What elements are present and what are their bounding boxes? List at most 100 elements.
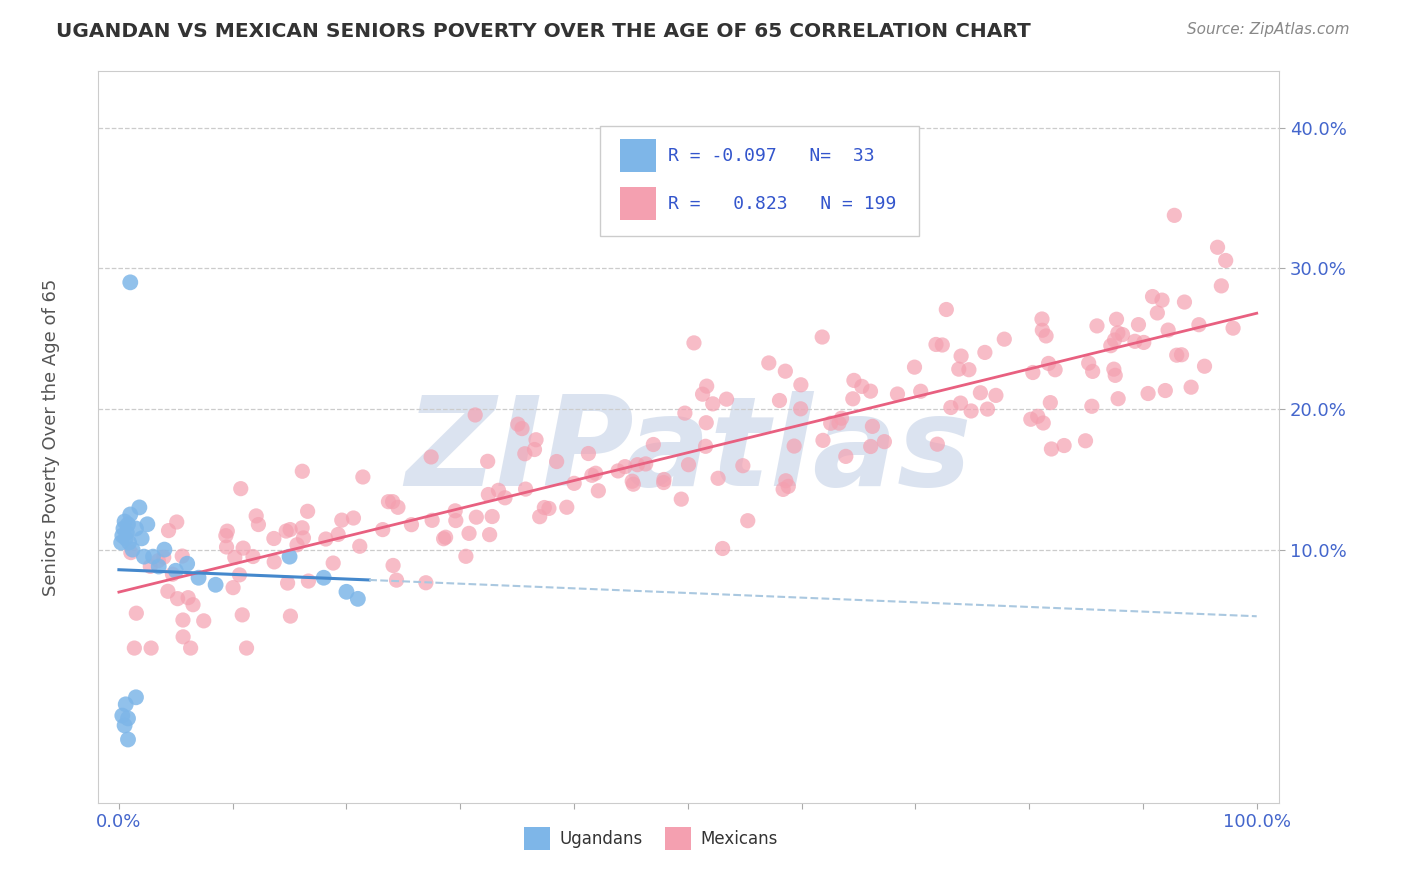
- Point: [1032, 416, 1054, 430]
- Point: [433, 532, 456, 546]
- Point: [215, 540, 238, 554]
- Point: [1081, 364, 1104, 378]
- Point: [1142, 289, 1164, 303]
- Point: [148, 559, 170, 574]
- Point: [117, 732, 139, 747]
- Point: [172, 613, 194, 627]
- Point: [673, 406, 696, 420]
- Point: [181, 598, 204, 612]
- Point: [342, 511, 364, 525]
- Point: [115, 525, 138, 540]
- Point: [1043, 363, 1066, 377]
- Point: [477, 454, 499, 468]
- Point: [1123, 334, 1146, 349]
- Point: [187, 571, 209, 585]
- Point: [860, 419, 883, 434]
- Point: [330, 513, 353, 527]
- Point: [957, 362, 980, 376]
- Point: [960, 404, 983, 418]
- Point: [993, 332, 1015, 346]
- Point: [278, 523, 301, 537]
- Point: [139, 641, 162, 656]
- Point: [831, 411, 853, 425]
- Point: [1180, 380, 1202, 394]
- Point: [315, 532, 337, 546]
- Point: [176, 557, 198, 571]
- Text: R =   0.823   N = 199: R = 0.823 N = 199: [668, 194, 896, 213]
- Point: [371, 523, 394, 537]
- Bar: [620, 139, 655, 172]
- Point: [737, 514, 759, 528]
- Point: [828, 416, 851, 430]
- FancyBboxPatch shape: [600, 126, 920, 235]
- Point: [562, 476, 585, 491]
- Point: [454, 549, 477, 564]
- Point: [546, 454, 568, 468]
- Point: [973, 345, 995, 359]
- Point: [229, 482, 252, 496]
- Point: [984, 388, 1007, 402]
- Point: [121, 542, 143, 557]
- Text: Ugandans: Ugandans: [560, 830, 643, 848]
- Point: [349, 539, 371, 553]
- Point: [166, 591, 188, 606]
- Point: [903, 360, 925, 375]
- Point: [228, 567, 250, 582]
- Point: [114, 698, 136, 712]
- Point: [731, 458, 754, 473]
- Point: [120, 546, 142, 560]
- Point: [695, 439, 717, 453]
- Point: [131, 532, 153, 546]
- Point: [142, 549, 165, 564]
- Point: [886, 387, 908, 401]
- Point: [702, 397, 724, 411]
- Point: [783, 439, 806, 453]
- Point: [555, 500, 578, 515]
- Point: [716, 392, 738, 406]
- Point: [444, 504, 467, 518]
- Point: [711, 541, 734, 556]
- Point: [263, 555, 285, 569]
- Point: [910, 384, 932, 399]
- Point: [652, 473, 675, 487]
- Point: [177, 591, 200, 605]
- Point: [124, 641, 146, 656]
- Point: [156, 584, 179, 599]
- Point: [114, 515, 136, 529]
- Point: [242, 549, 264, 564]
- Point: [165, 564, 187, 578]
- Point: [420, 513, 443, 527]
- Point: [621, 477, 644, 491]
- Point: [1170, 348, 1192, 362]
- Point: [277, 576, 299, 591]
- Point: [931, 338, 953, 352]
- Point: [1150, 293, 1173, 307]
- Point: [772, 483, 794, 497]
- Point: [859, 440, 882, 454]
- Point: [873, 434, 896, 449]
- Point: [285, 538, 308, 552]
- Point: [515, 482, 537, 496]
- Point: [842, 392, 865, 406]
- Point: [139, 559, 162, 574]
- Text: UGANDAN VS MEXICAN SENIORS POVERTY OVER THE AGE OF 65 CORRELATION CHART: UGANDAN VS MEXICAN SENIORS POVERTY OVER …: [56, 22, 1031, 41]
- Text: Source: ZipAtlas.com: Source: ZipAtlas.com: [1187, 22, 1350, 37]
- Point: [157, 524, 180, 538]
- Point: [481, 509, 503, 524]
- Point: [420, 450, 443, 464]
- Point: [292, 531, 315, 545]
- Point: [949, 396, 972, 410]
- Point: [695, 416, 717, 430]
- Point: [1166, 348, 1188, 362]
- Point: [1031, 323, 1053, 337]
- Point: [1019, 412, 1042, 426]
- Point: [775, 364, 797, 378]
- Point: [529, 509, 551, 524]
- Point: [1132, 335, 1154, 350]
- Point: [458, 526, 481, 541]
- Point: [464, 408, 486, 422]
- Point: [851, 379, 873, 393]
- Point: [820, 416, 842, 430]
- Point: [614, 459, 637, 474]
- Point: [152, 550, 174, 565]
